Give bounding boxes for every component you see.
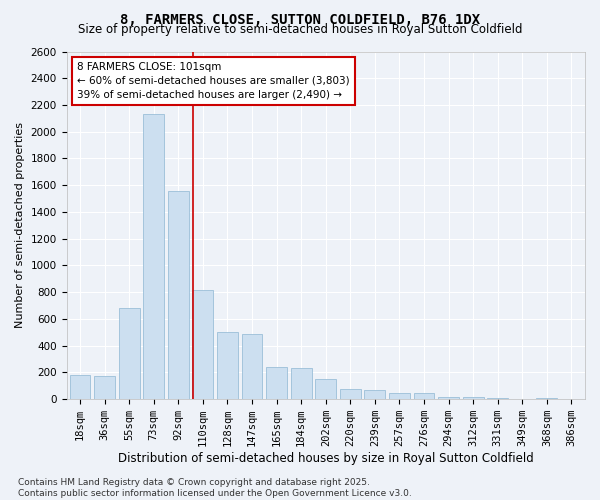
Bar xyxy=(438,397,459,399)
Bar xyxy=(561,398,582,399)
Bar xyxy=(512,398,533,399)
Bar xyxy=(340,388,361,399)
Y-axis label: Number of semi-detached properties: Number of semi-detached properties xyxy=(15,122,25,328)
Bar xyxy=(487,398,508,399)
Bar xyxy=(536,398,557,399)
Text: 8 FARMERS CLOSE: 101sqm
← 60% of semi-detached houses are smaller (3,803)
39% of: 8 FARMERS CLOSE: 101sqm ← 60% of semi-de… xyxy=(77,62,350,100)
Bar xyxy=(168,190,189,399)
X-axis label: Distribution of semi-detached houses by size in Royal Sutton Coldfield: Distribution of semi-detached houses by … xyxy=(118,452,533,465)
Text: Contains HM Land Registry data © Crown copyright and database right 2025.
Contai: Contains HM Land Registry data © Crown c… xyxy=(18,478,412,498)
Bar xyxy=(217,332,238,399)
Bar xyxy=(242,334,262,399)
Bar xyxy=(291,368,311,399)
Bar xyxy=(119,308,140,399)
Text: 8, FARMERS CLOSE, SUTTON COLDFIELD, B76 1DX: 8, FARMERS CLOSE, SUTTON COLDFIELD, B76 … xyxy=(120,12,480,26)
Bar xyxy=(193,290,214,399)
Bar xyxy=(266,367,287,399)
Text: Size of property relative to semi-detached houses in Royal Sutton Coldfield: Size of property relative to semi-detach… xyxy=(78,22,522,36)
Bar xyxy=(413,393,434,399)
Bar xyxy=(316,379,336,399)
Bar xyxy=(364,390,385,399)
Bar xyxy=(389,393,410,399)
Bar xyxy=(94,376,115,399)
Bar xyxy=(143,114,164,399)
Bar xyxy=(463,397,484,399)
Bar xyxy=(70,375,91,399)
